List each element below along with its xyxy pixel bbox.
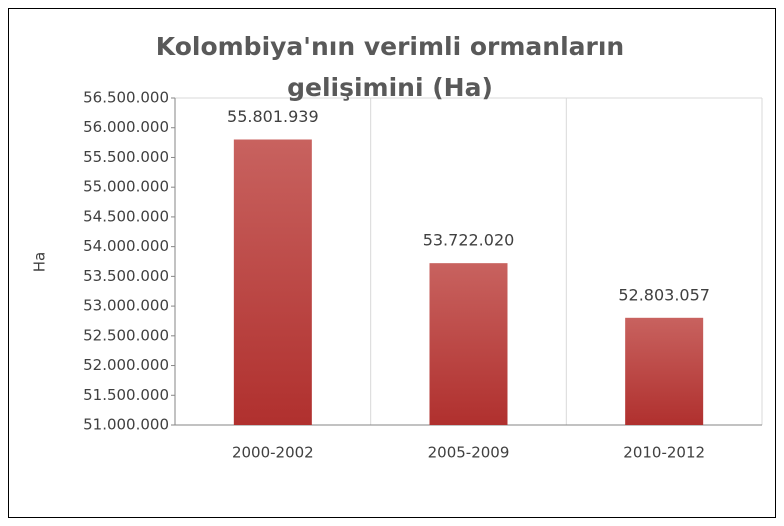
bar	[233, 139, 312, 425]
y-tick-label: 54.000.000	[83, 237, 169, 255]
y-tick-label: 52.500.000	[83, 326, 169, 344]
y-tick-label: 53.500.000	[83, 267, 169, 285]
bar	[625, 317, 704, 425]
y-tick-label: 54.500.000	[83, 207, 169, 225]
chart-border	[8, 8, 776, 518]
y-tick-label: 56.000.000	[83, 118, 169, 136]
value-label: 52.803.057	[618, 285, 710, 304]
x-tick-label: 2005-2009	[428, 444, 510, 462]
x-tick-label: 2000-2002	[232, 444, 314, 462]
value-label: 55.801.939	[227, 107, 319, 126]
y-tick-label: 51.500.000	[83, 386, 169, 404]
y-tick-label: 55.000.000	[83, 178, 169, 196]
x-tick-label: 2010-2012	[623, 444, 705, 462]
y-tick-label: 51.000.000	[83, 416, 169, 434]
value-label: 53.722.020	[423, 231, 515, 250]
y-axis-label: Ha	[31, 252, 49, 272]
chart-title: Kolombiya'nın verimli ormanların gelişim…	[155, 32, 625, 102]
y-tick-label: 53.000.000	[83, 297, 169, 315]
y-tick-label: 55.500.000	[83, 148, 169, 166]
bar	[429, 263, 508, 425]
y-tick-label: 52.000.000	[83, 356, 169, 374]
y-tick-label: 56.500.000	[83, 89, 169, 107]
